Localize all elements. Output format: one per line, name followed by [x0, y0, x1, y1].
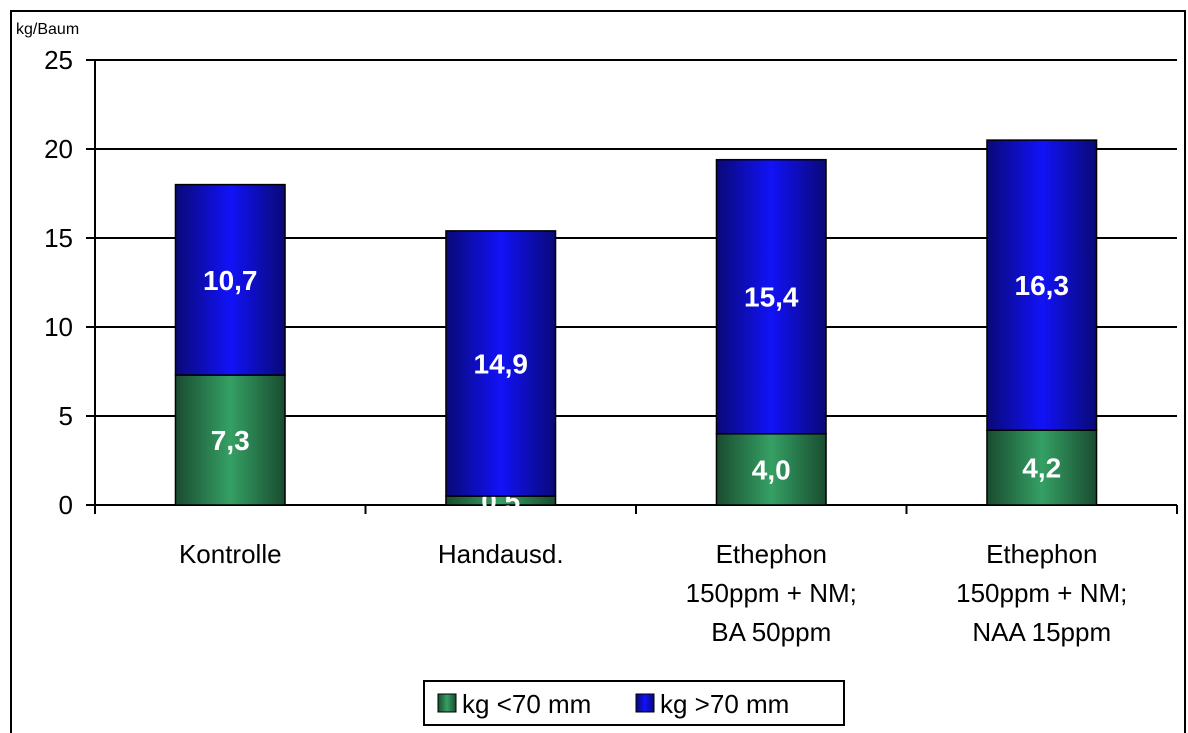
legend [423, 680, 845, 726]
y-tick-label: 0 [59, 490, 73, 520]
x-category-label: Ethephon 150ppm + NM; NAA 15ppm [956, 539, 1127, 647]
data-label: 14,9 [474, 348, 529, 379]
bar-small-2 [715, 433, 827, 506]
y-tick-label: 15 [44, 223, 73, 253]
data-label: 10,7 [203, 265, 258, 296]
x-category-label: Ethephon 150ppm + NM; BA 50ppm [686, 539, 857, 647]
legend-label: kg <70 mm [462, 689, 591, 719]
x-category-label: Kontrolle [179, 539, 282, 569]
bar-small-3 [986, 429, 1098, 506]
y-tick-label: 20 [44, 134, 73, 164]
bar-small-0 [174, 374, 286, 506]
bar-large-2 [715, 158, 827, 435]
bar-large-1 [445, 230, 557, 497]
legend-swatch [635, 693, 655, 713]
bar-large-3 [986, 139, 1098, 431]
data-label: 4,0 [752, 454, 791, 485]
y-tick-label: 10 [44, 312, 73, 342]
data-label: 4,2 [1022, 453, 1061, 484]
y-axis-unit-label: kg/Baum [16, 21, 79, 38]
legend-swatch [437, 693, 457, 713]
chart-frame [10, 10, 1186, 733]
legend-label: kg >70 mm [660, 689, 789, 719]
bar-large-0 [174, 183, 286, 376]
x-category-label: Handausd. [438, 539, 564, 569]
y-tick-label: 25 [44, 45, 73, 75]
y-tick-label: 5 [59, 401, 73, 431]
data-label: 16,3 [1015, 270, 1070, 301]
data-label: 15,4 [744, 282, 799, 313]
data-label: 7,3 [211, 425, 250, 456]
